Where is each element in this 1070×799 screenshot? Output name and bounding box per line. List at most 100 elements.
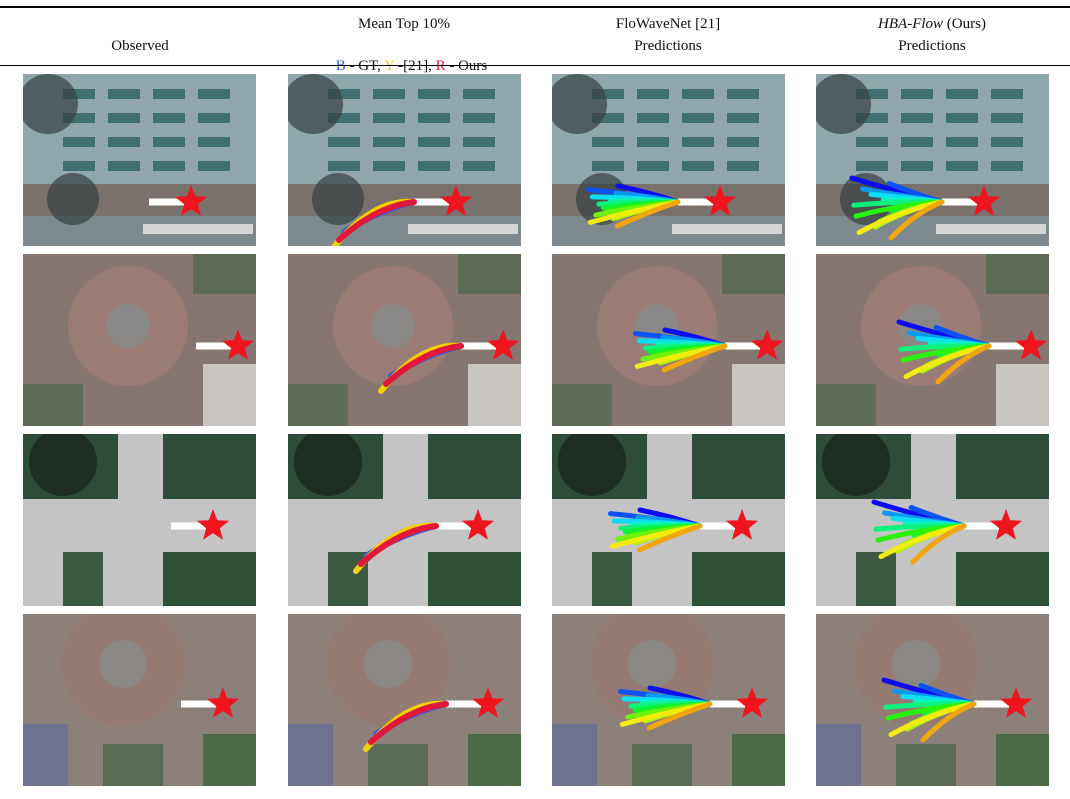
planter	[856, 161, 888, 171]
planter	[946, 161, 978, 171]
planter	[463, 113, 495, 123]
fence	[143, 224, 253, 234]
planter	[463, 137, 495, 147]
fountain	[364, 640, 412, 688]
lawn	[23, 724, 68, 786]
lawn	[552, 384, 612, 426]
fountain	[371, 304, 415, 348]
tree	[547, 74, 607, 134]
scene-image	[816, 428, 1049, 606]
planter	[373, 137, 405, 147]
scene-image	[18, 74, 256, 246]
lawn	[722, 254, 785, 294]
building	[996, 364, 1049, 426]
lawn	[732, 734, 785, 786]
planter	[373, 161, 405, 171]
scene-image	[288, 254, 521, 426]
planter	[637, 137, 669, 147]
planter	[373, 113, 405, 123]
planter	[991, 89, 1023, 99]
tree	[283, 74, 343, 134]
planter	[727, 161, 759, 171]
scene	[816, 254, 1049, 426]
planter	[63, 137, 95, 147]
scene	[23, 602, 256, 786]
fence	[408, 224, 518, 234]
scene	[23, 428, 256, 606]
lawn	[428, 552, 521, 606]
scene	[552, 602, 785, 786]
scene	[811, 74, 1049, 246]
planter	[198, 161, 230, 171]
planter	[418, 89, 450, 99]
lawn	[428, 434, 521, 499]
lawn	[288, 724, 333, 786]
scene	[18, 74, 256, 246]
lawn	[692, 434, 785, 499]
scene	[552, 254, 785, 426]
scene	[552, 428, 785, 606]
scene-image	[547, 74, 785, 246]
scene	[23, 254, 256, 426]
lawn	[203, 734, 256, 786]
planter	[198, 113, 230, 123]
lawn	[163, 434, 256, 499]
figure: Observed Mean Top 10% B - GT, Y -[21], R…	[0, 0, 1070, 799]
planter	[418, 113, 450, 123]
planter	[153, 161, 185, 171]
planter	[991, 113, 1023, 123]
planter	[592, 137, 624, 147]
lawn	[856, 552, 896, 606]
planter	[328, 137, 360, 147]
tree	[294, 428, 362, 496]
planter	[153, 113, 185, 123]
planter	[637, 113, 669, 123]
planter	[153, 137, 185, 147]
planter	[592, 161, 624, 171]
planter	[856, 137, 888, 147]
lawn	[956, 434, 1049, 499]
lawn	[816, 384, 876, 426]
planter	[108, 161, 140, 171]
fountain	[99, 640, 147, 688]
building	[732, 364, 785, 426]
fountain	[106, 304, 150, 348]
planter	[727, 113, 759, 123]
lawn	[368, 744, 428, 786]
scene-image	[23, 602, 256, 786]
scene	[288, 428, 521, 606]
planter	[418, 161, 450, 171]
fountain	[628, 640, 676, 688]
planter	[682, 89, 714, 99]
scene-image	[288, 602, 521, 786]
lawn	[103, 744, 163, 786]
scene-image	[816, 254, 1049, 426]
fence	[936, 224, 1046, 234]
planter	[463, 89, 495, 99]
tree	[47, 173, 99, 225]
planter	[198, 137, 230, 147]
lawn	[23, 384, 83, 426]
scene	[547, 74, 785, 246]
planter	[901, 113, 933, 123]
planter	[682, 161, 714, 171]
scene-image	[23, 254, 256, 426]
tree	[558, 428, 626, 496]
tree	[822, 428, 890, 496]
planter	[108, 137, 140, 147]
image-grid	[0, 0, 1070, 799]
planter	[108, 113, 140, 123]
scene-image	[288, 428, 521, 606]
scene-image	[811, 74, 1049, 246]
planter	[901, 89, 933, 99]
lawn	[896, 744, 956, 786]
planter	[946, 89, 978, 99]
planter	[108, 89, 140, 99]
lawn	[63, 552, 103, 606]
lawn	[163, 552, 256, 606]
planter	[198, 89, 230, 99]
scene-image	[283, 74, 521, 247]
lawn	[956, 552, 1049, 606]
planter	[991, 161, 1023, 171]
scene-image	[23, 428, 256, 606]
